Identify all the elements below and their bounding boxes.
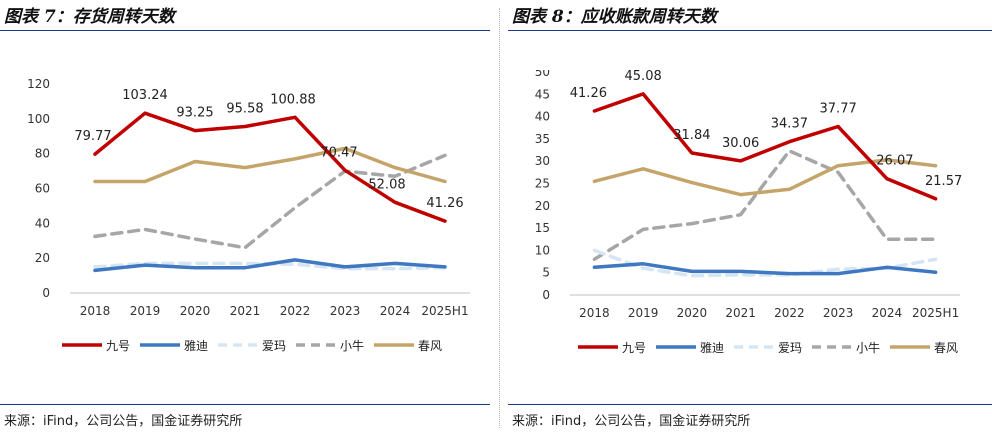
data-label: 79.77 xyxy=(74,129,111,144)
x-tick-label: 2018 xyxy=(579,306,610,320)
legend-label: 小牛 xyxy=(340,338,364,353)
x-tick-label: 2024 xyxy=(872,306,903,320)
y-tick-label: 120 xyxy=(27,77,50,91)
chart-title: 图表 7：存货周转天数 xyxy=(4,7,175,27)
data-label: 95.58 xyxy=(226,102,263,117)
x-tick-label: 2021 xyxy=(725,306,756,320)
x-tick-label: 2023 xyxy=(823,306,854,320)
series-line-0 xyxy=(592,92,938,201)
x-tick-label: 2022 xyxy=(280,304,311,318)
legend-label: 爱玛 xyxy=(262,339,286,353)
chart-title: 图表 8：应收账款周转天数 xyxy=(512,7,717,27)
series-line-1 xyxy=(592,262,938,276)
y-tick-label: 0 xyxy=(42,286,50,300)
data-label: 41.26 xyxy=(426,196,463,211)
x-tick-label: 2022 xyxy=(774,306,805,320)
series-line-3 xyxy=(592,149,938,262)
y-tick-label: 0 xyxy=(542,288,550,302)
receivables-turnover-chart: 0 5 10 15 20 25 30 35 40 45 50 2018 2019 2020 2021 2022… xyxy=(535,70,963,355)
y-tick-label: 40 xyxy=(535,110,550,124)
series-line-4 xyxy=(592,158,938,197)
y-tick-label: 100 xyxy=(27,112,50,126)
source-note: 来源：iFind，公司公告，国金证券研究所 xyxy=(512,414,751,429)
legend-label: 春风 xyxy=(418,339,442,353)
legend-label: 春风 xyxy=(934,341,958,355)
y-tick-label: 35 xyxy=(535,132,550,146)
y-tick-label: 25 xyxy=(535,177,550,191)
data-label: 93.25 xyxy=(176,106,213,121)
footer-rule xyxy=(0,404,490,405)
x-tick-label: 2018 xyxy=(80,304,111,318)
y-tick-label: 10 xyxy=(535,243,550,257)
x-tick-label: 2020 xyxy=(677,306,708,320)
series-line-1 xyxy=(93,258,447,273)
x-tick-label: 2025H1 xyxy=(421,304,468,318)
y-tick-label: 45 xyxy=(535,87,550,101)
data-label: 103.24 xyxy=(122,88,168,103)
series-line-3 xyxy=(93,153,447,250)
y-tick-label: 5 xyxy=(542,266,550,280)
legend-label: 九号 xyxy=(106,339,130,353)
legend-label: 九号 xyxy=(622,341,646,355)
y-tick-label: 20 xyxy=(35,251,50,265)
y-tick-label: 80 xyxy=(35,147,50,161)
data-label: 45.08 xyxy=(625,70,662,84)
panel-divider xyxy=(499,8,500,428)
chart-panel-inventory: 图表 7：存货周转天数 0 20 40 60 80 100 120 2018 2019 2020 2… xyxy=(0,0,490,435)
x-tick-label: 2025H1 xyxy=(912,306,959,320)
chart-panel-receivables: 图表 8：应收账款周转天数 0 5 10 15 20 25 30 35 40 45 50 2018 20… xyxy=(508,0,992,435)
data-label: 30.06 xyxy=(722,136,759,151)
y-tick-label: 50 xyxy=(535,70,550,79)
legend-label: 小牛 xyxy=(856,340,880,355)
inventory-turnover-chart: 0 20 40 60 80 100 120 2018 2019 2020 2021 2022 2023 2… xyxy=(27,77,470,353)
data-label: 41.26 xyxy=(570,86,607,101)
x-tick-label: 2019 xyxy=(130,304,161,318)
title-rule xyxy=(508,30,992,31)
title-rule xyxy=(0,30,490,31)
series-line-4 xyxy=(93,146,447,184)
data-label: 37.77 xyxy=(820,102,857,117)
y-tick-label: 20 xyxy=(535,199,550,213)
x-tick-label: 2020 xyxy=(180,304,211,318)
data-label: 100.88 xyxy=(270,92,316,107)
y-tick-label: 60 xyxy=(35,182,50,196)
series-line-0 xyxy=(93,111,447,223)
data-label: 31.84 xyxy=(673,128,710,143)
legend-label: 爱玛 xyxy=(778,341,802,355)
x-tick-label: 2023 xyxy=(330,304,361,318)
y-tick-label: 30 xyxy=(535,154,550,168)
legend-label: 雅迪 xyxy=(184,338,208,353)
x-tick-label: 2024 xyxy=(380,304,411,318)
data-label: 52.08 xyxy=(368,177,405,192)
data-label: 21.57 xyxy=(925,174,962,189)
data-label: 26.07 xyxy=(876,154,913,169)
data-label: 70.47 xyxy=(320,145,357,160)
source-note: 来源：iFind，公司公告，国金证券研究所 xyxy=(4,414,243,429)
data-label: 34.37 xyxy=(771,117,808,132)
x-tick-label: 2021 xyxy=(230,304,261,318)
x-tick-label: 2019 xyxy=(628,306,659,320)
y-tick-label: 40 xyxy=(35,216,50,230)
y-tick-label: 15 xyxy=(535,221,550,235)
footer-rule xyxy=(508,404,992,405)
legend-label: 雅迪 xyxy=(700,340,724,355)
